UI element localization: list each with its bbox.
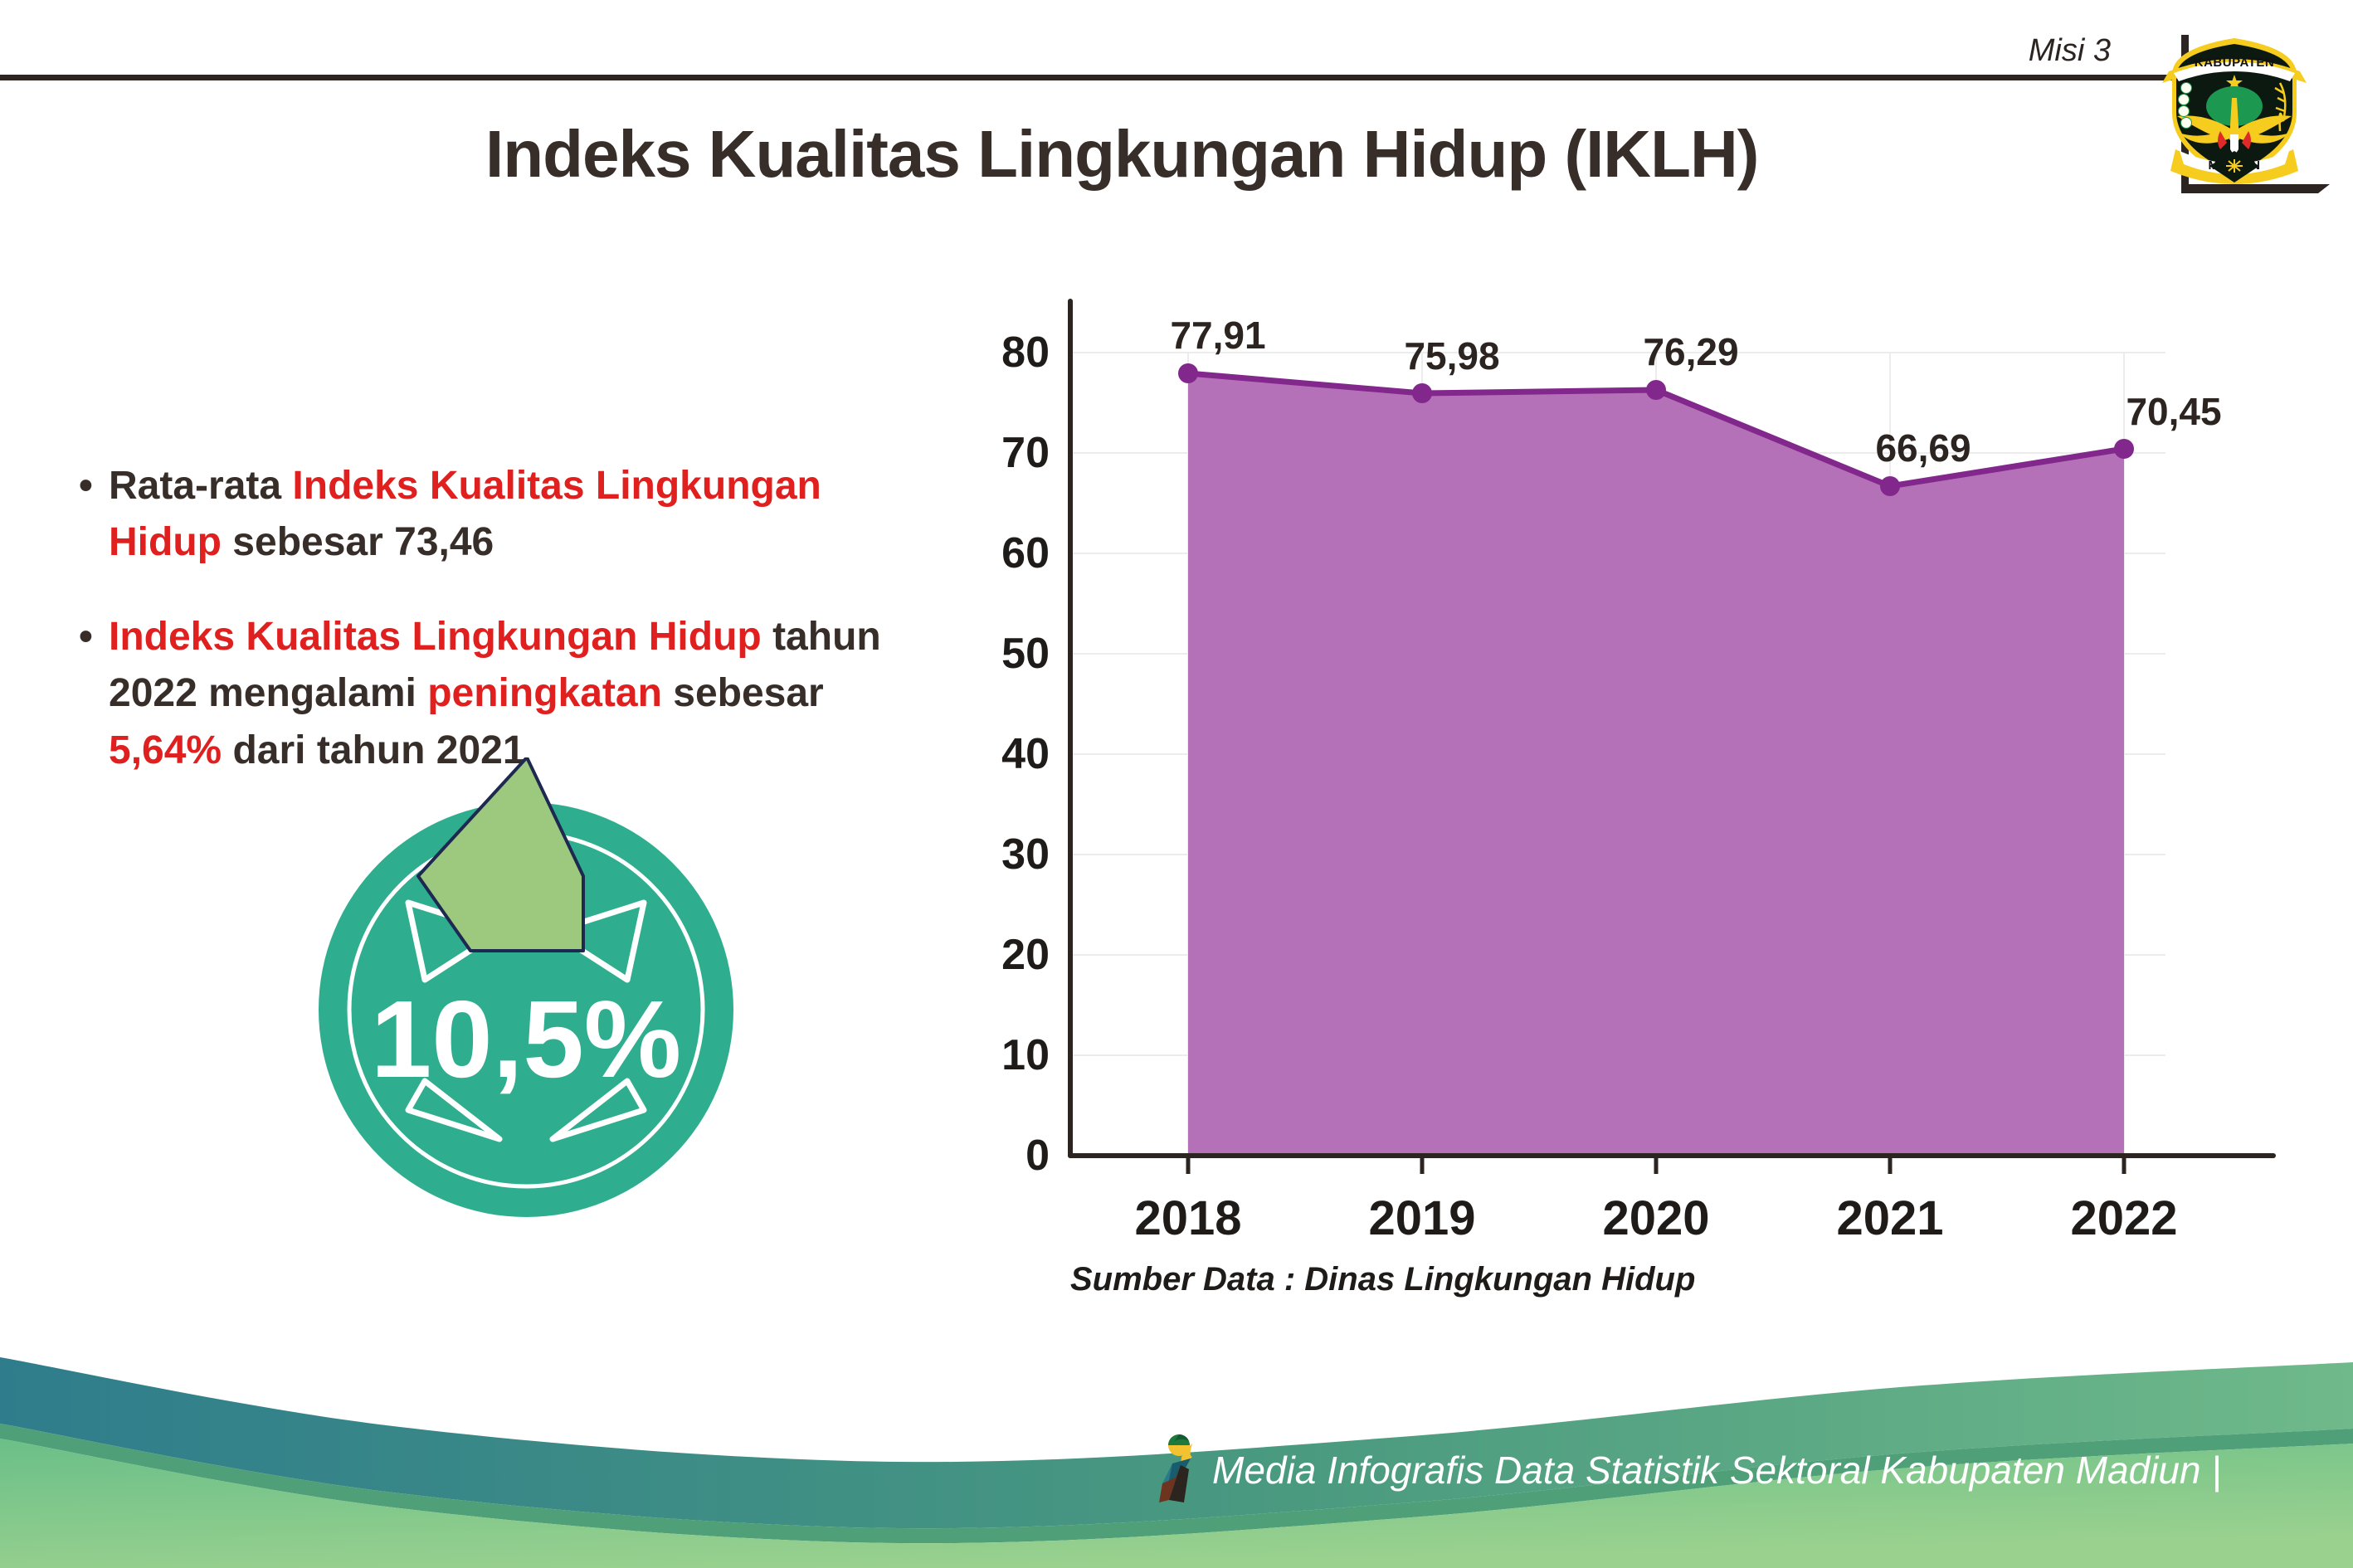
svg-text:40: 40 — [1001, 730, 1050, 778]
svg-text:20: 20 — [1001, 931, 1050, 979]
svg-text:70,45: 70,45 — [2126, 390, 2221, 433]
svg-text:2022: 2022 — [2070, 1191, 2177, 1245]
svg-text:2018: 2018 — [1134, 1191, 1241, 1245]
svg-text:2021: 2021 — [1836, 1191, 1943, 1245]
svg-text:77,91: 77,91 — [1170, 314, 1265, 357]
svg-text:10: 10 — [1001, 1031, 1050, 1079]
svg-text:66,69: 66,69 — [1875, 426, 1971, 470]
svg-text:2019: 2019 — [1368, 1191, 1475, 1245]
svg-text:60: 60 — [1001, 529, 1050, 577]
svg-text:70: 70 — [1001, 429, 1050, 477]
svg-text:50: 50 — [1001, 630, 1050, 678]
svg-text:0: 0 — [1025, 1132, 1050, 1180]
svg-text:Sumber Data : Dinas Lingkungan: Sumber Data : Dinas Lingkungan Hidup — [1070, 1261, 1695, 1298]
svg-text:2020: 2020 — [1602, 1191, 1709, 1245]
svg-text:76,29: 76,29 — [1643, 330, 1738, 373]
svg-text:75,98: 75,98 — [1404, 334, 1499, 377]
svg-text:80: 80 — [1001, 329, 1050, 377]
svg-text:KABUPATEN: KABUPATEN — [2195, 56, 2274, 70]
svg-text:10,5%: 10,5% — [371, 978, 681, 1100]
svg-text:30: 30 — [1001, 830, 1050, 879]
